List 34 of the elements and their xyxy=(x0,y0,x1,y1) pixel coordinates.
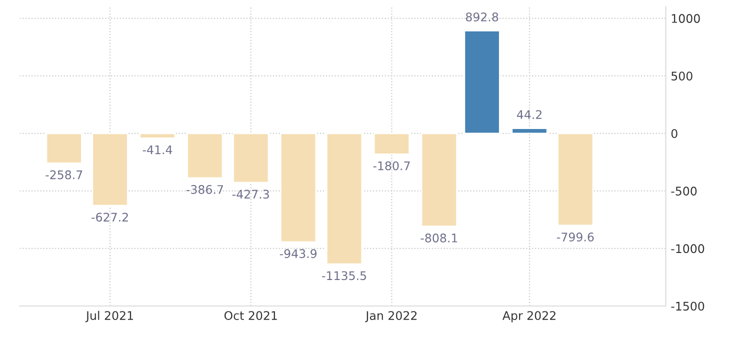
y-tick-label: -1000 xyxy=(671,244,704,254)
y-tick-label: 1000 xyxy=(672,14,700,23)
bar xyxy=(46,132,82,164)
data-label: -943.9 xyxy=(280,249,317,258)
x-tick-label: Apr 2022 xyxy=(502,311,556,322)
bar xyxy=(92,132,128,206)
data-label: -41.4 xyxy=(142,145,172,154)
y-tick-label: -1500 xyxy=(671,302,704,311)
bar xyxy=(186,132,224,179)
data-label: 44.2 xyxy=(516,110,542,119)
bar xyxy=(326,132,363,265)
data-label: -427.3 xyxy=(232,190,269,199)
data-label: 892.8 xyxy=(466,12,498,22)
x-tick-label: Oct 2021 xyxy=(224,311,277,320)
x-tick-label: Jul 2021 xyxy=(85,310,133,322)
y-tick-label: 500 xyxy=(672,72,692,80)
bar xyxy=(280,132,317,243)
data-label: -180.7 xyxy=(373,161,410,170)
data-label: -808.1 xyxy=(420,234,458,242)
x-tick-label: Jan 2022 xyxy=(365,311,417,322)
data-label: -799.6 xyxy=(556,232,594,242)
data-label: -627.2 xyxy=(92,212,128,222)
bar xyxy=(557,132,594,226)
y-tick-label: -500 xyxy=(671,186,697,196)
bar xyxy=(139,132,176,139)
bar xyxy=(511,128,548,134)
data-label: -386.7 xyxy=(186,185,223,194)
bar xyxy=(420,132,458,228)
bar xyxy=(373,132,410,155)
data-label: -258.7 xyxy=(46,170,82,180)
bar xyxy=(232,132,270,184)
y-tick-label: 0 xyxy=(671,129,678,138)
data-label: -1135.5 xyxy=(322,271,366,280)
bar xyxy=(464,30,500,134)
